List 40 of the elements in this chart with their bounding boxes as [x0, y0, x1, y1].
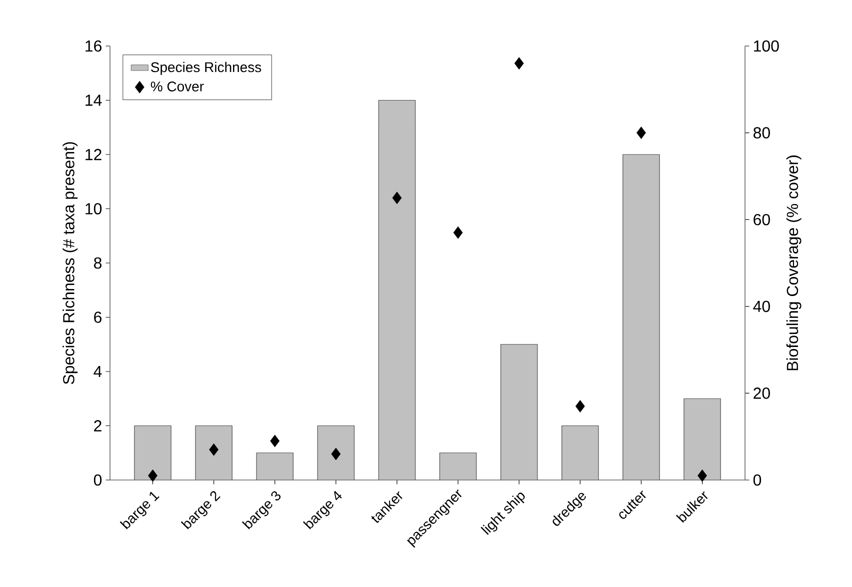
- point: [148, 469, 158, 482]
- point: [270, 434, 280, 448]
- y-tick-label: 12: [86, 148, 102, 160]
- bar: [500, 344, 538, 480]
- bar: [562, 425, 599, 480]
- y-tick-label: 4: [94, 366, 102, 378]
- point: [575, 400, 585, 412]
- bar: [256, 452, 294, 480]
- point: [331, 448, 341, 460]
- legend-label: Species Richness: [151, 62, 262, 75]
- point: [209, 443, 218, 456]
- bar: [134, 425, 172, 480]
- legend-label: % Cover: [150, 82, 204, 92]
- bar: [195, 425, 232, 480]
- point: [453, 226, 463, 239]
- x-tick-label: light ship: [480, 492, 525, 535]
- y-tick-label: 10: [86, 203, 102, 214]
- point: [514, 57, 524, 70]
- point: [392, 192, 402, 204]
- bar: [317, 425, 355, 480]
- bar: [378, 100, 416, 480]
- point: [636, 126, 646, 139]
- y2-axis-title: Biofouling Coverage (% cover): [786, 156, 802, 370]
- y-tick-label: 14: [86, 94, 102, 106]
- bar: [439, 452, 477, 480]
- y-tick-label: 2: [94, 420, 102, 432]
- bar: [622, 154, 660, 480]
- y-tick-label: 8: [94, 257, 102, 269]
- y2-tick-label: 40: [753, 300, 770, 312]
- y2-tick-label: 0: [753, 474, 762, 486]
- y-tick-label: 6: [94, 312, 102, 323]
- y2-tick-label: 60: [754, 214, 770, 226]
- bar: [684, 398, 721, 480]
- y2-tick-label: 80: [754, 127, 770, 138]
- y2-tick-label: 20: [754, 388, 770, 399]
- y-tick-label: 0: [94, 474, 102, 486]
- y-axis-title: Species Richness (# taxa present): [62, 142, 78, 384]
- y-tick-label: 16: [86, 40, 102, 52]
- y2-tick-label: 100: [754, 40, 779, 52]
- point: [698, 469, 707, 482]
